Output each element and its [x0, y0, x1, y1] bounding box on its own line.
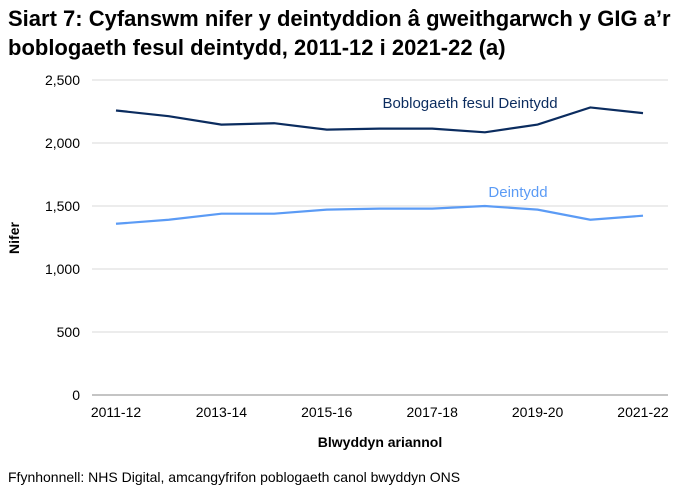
x-tick-label: 2015-16	[301, 404, 353, 420]
y-tick-label: 1,500	[45, 198, 80, 214]
x-tick-label: 2011-12	[91, 404, 142, 420]
x-tick-label: 2019-20	[512, 404, 564, 420]
x-tick-label: 2013-14	[196, 404, 248, 420]
x-tick-label: 2021-22	[617, 404, 669, 420]
series-label: Deintydd	[488, 184, 547, 201]
y-tick-label: 1,000	[45, 261, 80, 277]
x-tick-label: 2017-18	[407, 404, 459, 420]
y-tick-label: 2,000	[45, 135, 80, 151]
series-label: Boblogaeth fesul Deintydd	[382, 95, 557, 112]
chart-title: Siart 7: Cyfanswm nifer y deintyddion â …	[8, 6, 671, 60]
y-tick-label: 2,500	[45, 72, 80, 88]
x-axis-title: Blwyddyn ariannol	[318, 434, 442, 450]
y-tick-label: 500	[57, 324, 81, 340]
source-note: Ffynhonnell: NHS Digital, amcangyfrifon …	[8, 469, 461, 485]
y-tick-label: 0	[72, 387, 80, 403]
y-axis-title: Nifer	[6, 222, 22, 254]
